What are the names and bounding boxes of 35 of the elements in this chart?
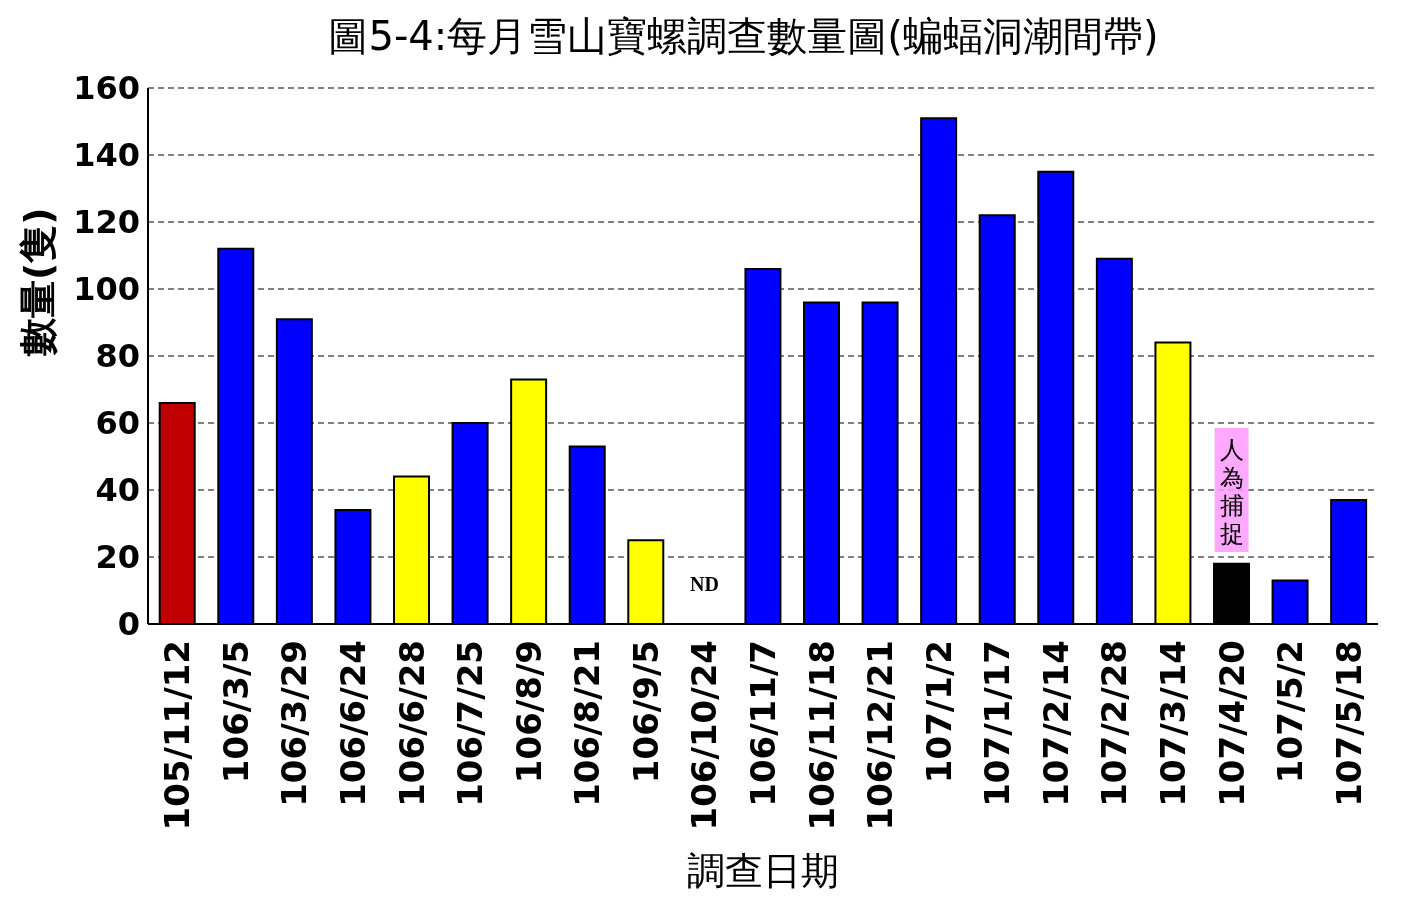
y-tick-label: 80 [95, 337, 140, 376]
x-tick-label: 107/5/18 [1328, 640, 1369, 807]
x-tick-label: 106/3/29 [274, 640, 315, 807]
y-tick-label: 0 [117, 605, 140, 644]
x-tick-label: 107/2/14 [1035, 640, 1076, 807]
x-tick-label: 106/7/25 [450, 640, 491, 807]
x-axis-title: 調查日期 [687, 849, 839, 893]
x-tick-label: 106/6/24 [333, 640, 373, 807]
x-tick-label: 106/12/21 [860, 640, 901, 831]
y-tick-label: 40 [95, 471, 140, 510]
y-tick-label: 60 [95, 404, 140, 443]
x-tick-label: 106/10/24 [684, 640, 725, 831]
x-tick-label: 106/6/28 [391, 640, 432, 807]
x-tick-label: 107/5/2 [1270, 640, 1311, 784]
y-tick-label: 20 [95, 538, 140, 577]
x-tick-label: 106/3/5 [215, 640, 256, 784]
y-tick-label: 140 [73, 136, 140, 175]
y-axis-title: 數量(隻) [16, 207, 61, 357]
x-tick-label: 106/11/18 [801, 640, 842, 831]
chart-title: 圖5-4:每月雪山寶螺調查數量圖(蝙蝠洞潮間帶) [327, 12, 1160, 61]
y-tick-label: 100 [73, 270, 140, 309]
annotation: 人為捕捉 [1219, 436, 1244, 548]
y-tick-label: 120 [73, 203, 140, 242]
x-tick-label: 106/8/21 [567, 640, 608, 807]
x-tick-label: 105/11/12 [157, 640, 198, 831]
x-tick-label: 107/4/20 [1211, 640, 1252, 807]
x-tick-label: 107/3/14 [1153, 640, 1193, 807]
x-tick-label: 107/1/2 [918, 640, 959, 784]
x-tick-label: 106/8/9 [508, 640, 549, 784]
x-tick-label: 106/11/7 [743, 640, 783, 807]
x-tick-label: 107/2/28 [1094, 640, 1135, 807]
x-tick-label: 106/9/5 [625, 640, 666, 784]
y-tick-label: 160 [73, 69, 140, 108]
x-tick-label: 107/1/17 [977, 640, 1018, 807]
annotation: ND [689, 572, 719, 595]
